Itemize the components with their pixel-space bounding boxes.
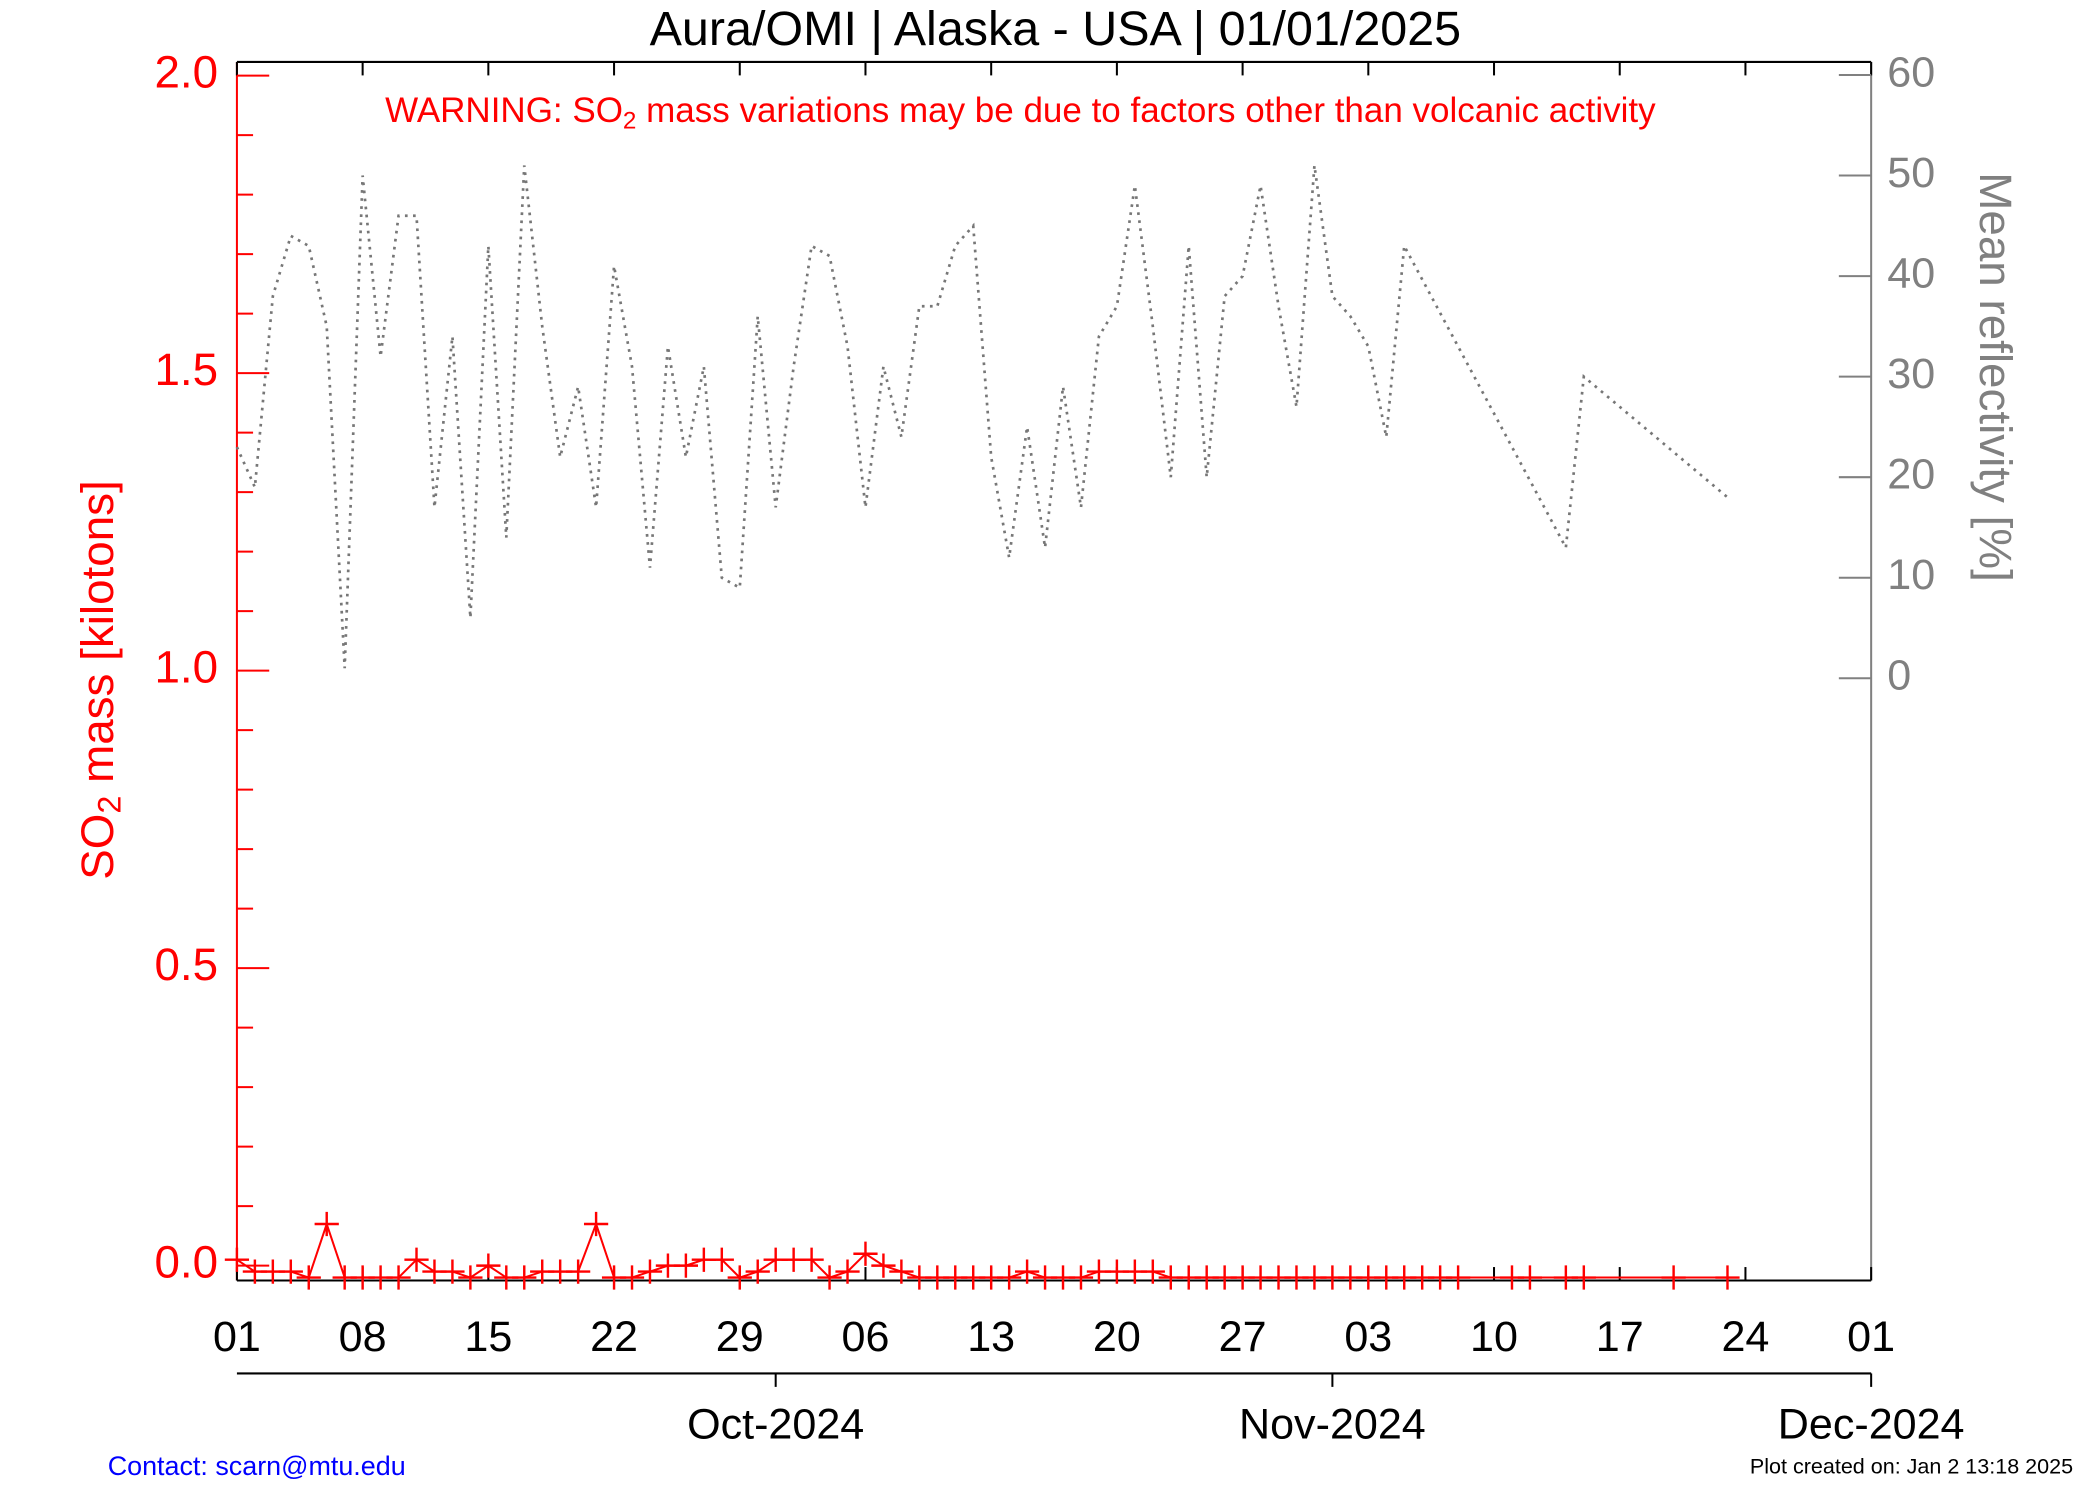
data-point [1068,1265,1094,1290]
data-point [1445,1265,1471,1290]
y2-tick-label: 10 [1887,551,1935,599]
data-point [296,1265,321,1290]
data-point [278,1259,303,1284]
x-tick-label: 13 [967,1313,1015,1361]
x-tick-label: 01 [1847,1313,1895,1361]
warning: WARNING: SO2 mass variations may be due … [385,91,1656,135]
warning-sub: 2 [623,108,636,135]
chart-title: Aura/OMI | Alaska - USA | 01/01/2025 [650,2,1462,56]
x-tick-label: 06 [842,1313,890,1361]
data-point [673,1253,699,1278]
y-tick-label: 0.5 [154,939,218,990]
y-tick-label: 2.0 [154,47,218,98]
data-point [476,1253,501,1278]
x-tick-label: 17 [1596,1313,1644,1361]
y-tick-label: 0.0 [154,1237,218,1288]
y-tick-label: 1.0 [154,642,218,693]
data-point [566,1259,591,1284]
y-label-text: SO [72,814,123,880]
data-point [1715,1265,1740,1290]
contact: Contact: scarn@mtu.edu [108,1451,406,1481]
x-tick-label: 01 [213,1313,261,1361]
warning-text: mass variations may be due to factors ot… [636,91,1656,130]
data-point [386,1265,411,1290]
x-tick-label: 27 [1219,1313,1267,1361]
data-point [997,1265,1022,1290]
month-label: Dec-2024 [1778,1401,1965,1449]
data-point [1014,1259,1040,1284]
x-tick-label: 08 [339,1313,387,1361]
data-point [853,1241,878,1266]
data-point [1571,1265,1596,1290]
data-point [799,1247,824,1272]
data-point [889,1259,914,1284]
data-point [583,1211,609,1237]
y2-tick-label: 40 [1887,249,1935,297]
x-tick-label: 15 [464,1313,512,1361]
month-label: Nov-2024 [1239,1401,1426,1449]
data-point [404,1247,429,1272]
month-label: Oct-2024 [687,1401,864,1449]
x-tick-label: 03 [1344,1313,1392,1361]
y2-tick-label: 0 [1887,652,1911,700]
y2-tick-label: 20 [1887,451,1935,499]
data-point [745,1259,770,1284]
data-point [458,1265,483,1290]
data-point [619,1265,645,1290]
data-point [727,1265,752,1290]
y2-axis-label: Mean reflectivity [%] [1970,172,2021,582]
x-tick-label: 20 [1093,1313,1141,1361]
warning-text: WARNING: SO [385,91,623,130]
y-label-text: mass [kilotons] [72,480,123,795]
data-point [1517,1265,1543,1290]
y-tick-label: 1.5 [154,344,218,395]
x-tick-label: 22 [590,1313,638,1361]
data-point [709,1247,734,1272]
y-axis-label: SO2 mass [kilotons] [72,480,127,880]
x-tick-label: 10 [1470,1313,1518,1361]
data-point [440,1259,465,1284]
created-note: Plot created on: Jan 2 13:18 2025 [1750,1454,2073,1478]
y2-tick-label: 60 [1887,48,1935,96]
data-point [224,1247,250,1272]
y2-tick-label: 50 [1887,149,1935,197]
data-point [1661,1265,1686,1290]
data-point [1140,1259,1165,1284]
x-tick-label: 29 [716,1313,764,1361]
data-point [314,1211,339,1237]
data-point [835,1259,860,1284]
data-point [871,1253,896,1278]
x-tick-label: 24 [1721,1313,1769,1361]
data-point [817,1265,842,1290]
series-line [235,165,1729,669]
data-point [512,1265,537,1290]
y-label-sub: 2 [91,796,127,814]
series-line [236,1220,1728,1279]
y2-tick-label: 30 [1887,350,1935,398]
data-point [637,1259,663,1284]
